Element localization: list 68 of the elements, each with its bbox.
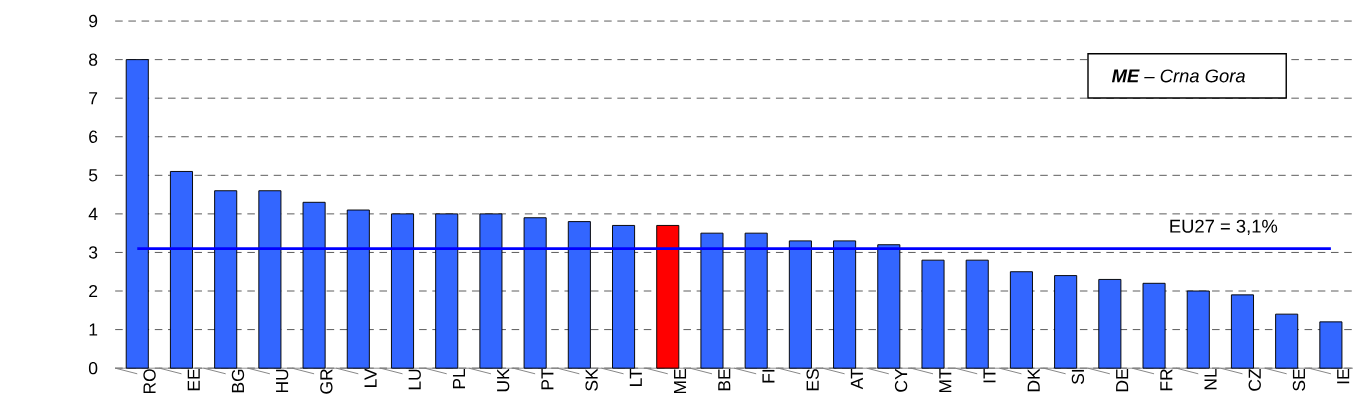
bar xyxy=(523,217,547,369)
y-tick-label: 5 xyxy=(88,169,98,182)
bar xyxy=(435,213,459,369)
x-tick-label: ME xyxy=(674,369,687,394)
bar xyxy=(1186,290,1210,369)
x-tick-label: IE xyxy=(1337,369,1350,384)
bar xyxy=(1098,279,1122,369)
bar xyxy=(744,232,768,369)
x-tick-label: NL xyxy=(1204,369,1217,390)
x-tick-label: MT xyxy=(939,368,952,393)
x-tick-label: DE xyxy=(1116,369,1129,392)
bar xyxy=(921,259,945,369)
bar xyxy=(1009,271,1033,369)
bar xyxy=(1054,275,1078,369)
ref-line-label: EU27 = 3,1% xyxy=(1170,219,1278,236)
annotation: ME – Crna Gora xyxy=(1111,69,1245,83)
x-tick-label: GR xyxy=(320,369,333,394)
bar xyxy=(214,190,238,369)
bar xyxy=(877,244,901,369)
x-tick-label: PL xyxy=(452,369,465,389)
x-tick-label: DK xyxy=(1027,368,1040,392)
x-tick-label: FI xyxy=(762,370,775,383)
bar xyxy=(346,209,370,369)
x-tick-label: SE xyxy=(1292,369,1306,391)
bar xyxy=(788,240,812,369)
y-tick-label: 4 xyxy=(88,207,98,221)
x-tick-label: IT xyxy=(983,368,996,383)
y-tick-label: 3 xyxy=(88,246,98,259)
y-tick-label: 7 xyxy=(89,92,98,105)
x-tick-label: CY xyxy=(894,368,908,392)
x-tick-label: BG xyxy=(231,369,245,393)
bar xyxy=(390,213,415,369)
y-tick-label: 9 xyxy=(89,14,98,28)
bar xyxy=(612,225,636,369)
x-tick-label: SK xyxy=(585,368,598,391)
bar xyxy=(169,171,193,369)
bar xyxy=(700,232,724,369)
x-tick-label: FR xyxy=(1160,369,1173,391)
x-tick-label: AT xyxy=(850,368,863,390)
x-tick-label: UK xyxy=(497,368,510,392)
bar xyxy=(479,213,503,369)
x-tick-label: PT xyxy=(541,368,554,390)
x-tick-label: LU xyxy=(408,369,421,390)
x-tick-label: RO xyxy=(143,369,156,394)
bar xyxy=(1230,294,1254,369)
x-tick-label: BE xyxy=(718,369,731,391)
y-tick-label: 2 xyxy=(89,285,98,298)
x-tick-label: ES xyxy=(806,369,819,391)
bar xyxy=(656,225,680,369)
x-tick-label: EE xyxy=(187,369,200,391)
y-tick-label: 1 xyxy=(89,323,98,336)
bar xyxy=(1275,313,1299,369)
bar xyxy=(567,221,591,369)
y-tick-label: 8 xyxy=(89,53,98,66)
bar xyxy=(302,201,326,369)
y-tick-label: 6 xyxy=(89,130,98,144)
y-tick-label: 0 xyxy=(88,362,98,375)
x-tick-label: LT xyxy=(629,368,642,387)
bar xyxy=(1319,321,1343,369)
bar xyxy=(833,240,857,369)
bar xyxy=(125,59,149,369)
bar xyxy=(1142,282,1166,369)
bar xyxy=(965,259,989,369)
x-tick-label: SI xyxy=(1071,370,1085,385)
x-tick-label: LV xyxy=(364,368,377,388)
x-tick-label: HU xyxy=(276,369,289,393)
bar xyxy=(258,190,282,369)
x-tick-label: CZ xyxy=(1248,369,1261,391)
